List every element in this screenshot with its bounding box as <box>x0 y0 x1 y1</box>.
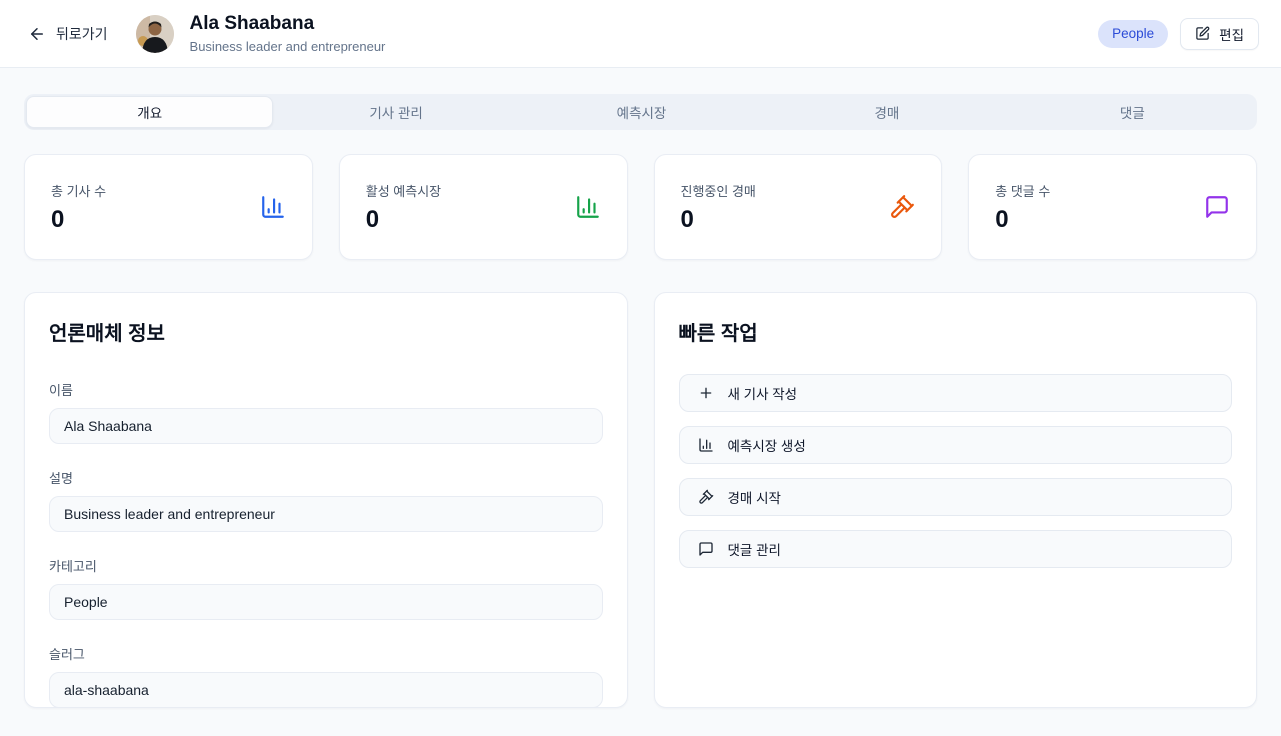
field-category: 카테고리 People <box>49 556 603 620</box>
quick-actions-card: 빠른 작업 새 기사 작성 예측시장 생성 <box>653 292 1257 708</box>
edit-button[interactable]: 편집 <box>1180 17 1259 50</box>
person-subtitle: Business leader and entrepreneur <box>189 39 386 55</box>
media-info-card: 언론매체 정보 이름 Ala Shaabana 설명 Business lead… <box>24 292 628 708</box>
tab-auctions[interactable]: 경매 <box>764 96 1009 128</box>
description-value: Business leader and entrepreneur <box>49 496 603 532</box>
media-info-title: 언론매체 정보 <box>49 323 165 345</box>
tab-overview[interactable]: 개요 <box>26 96 274 128</box>
media-info-fields: 이름 Ala Shaabana 설명 Business leader and e… <box>49 380 603 708</box>
stat-value: 0 <box>680 205 694 233</box>
quick-actions-title: 빠른 작업 <box>678 323 758 345</box>
manage-comments-button[interactable]: 댓글 관리 <box>678 530 1232 568</box>
message-square-icon <box>1204 194 1230 220</box>
identity-block: Ala Shaabana Business leader and entrepr… <box>190 13 386 55</box>
new-article-button[interactable]: 새 기사 작성 <box>678 374 1232 412</box>
slug-value: ala-shaabana <box>49 672 603 708</box>
stat-label: 총 댓글 수 <box>995 183 1051 199</box>
stat-text: 총 댓글 수 0 <box>995 181 1050 234</box>
field-label: 설명 <box>49 471 73 486</box>
field-slug: 슬러그 ala-shaabana <box>49 644 603 708</box>
tab-articles[interactable]: 기사 관리 <box>273 96 518 128</box>
create-market-button[interactable]: 예측시장 생성 <box>678 426 1232 464</box>
tab-bar: 개요 기사 관리 예측시장 경매 댓글 <box>24 94 1257 130</box>
stat-card-markets: 활성 예측시장 0 <box>338 154 628 260</box>
action-label: 예측시장 생성 <box>727 439 806 454</box>
message-square-icon <box>698 541 714 557</box>
page-header: 뒤로가기 Ala Shaabana Business leader and en… <box>0 0 1281 68</box>
name-value: Ala Shaabana <box>49 408 603 444</box>
detail-panels: 언론매체 정보 이름 Ala Shaabana 설명 Business lead… <box>24 292 1257 708</box>
chart-column-icon <box>698 437 714 453</box>
stat-card-comments: 총 댓글 수 0 <box>968 154 1257 260</box>
edit-label: 편집 <box>1219 27 1244 43</box>
arrow-left-icon <box>28 25 46 43</box>
stat-card-auctions: 진행중인 경매 0 <box>653 154 943 260</box>
tab-prediction-markets[interactable]: 예측시장 <box>519 96 764 128</box>
field-name: 이름 Ala Shaabana <box>49 380 603 444</box>
stat-text: 총 기사 수 0 <box>51 181 106 234</box>
back-label: 뒤로가기 <box>56 25 108 42</box>
gavel-icon <box>889 194 915 220</box>
category-badge: People <box>1098 19 1169 48</box>
field-label: 카테고리 <box>49 559 97 574</box>
stat-text: 진행중인 경매 0 <box>681 181 756 234</box>
category-value: People <box>49 584 603 620</box>
field-label: 슬러그 <box>49 647 85 662</box>
action-label: 댓글 관리 <box>727 543 781 558</box>
action-label: 새 기사 작성 <box>727 387 798 402</box>
stat-label: 총 기사 수 <box>51 183 107 199</box>
stat-value: 0 <box>365 205 380 233</box>
stat-value: 0 <box>995 205 1009 233</box>
chart-column-icon <box>260 194 286 220</box>
back-button[interactable]: 뒤로가기 <box>28 24 108 44</box>
plus-icon <box>698 385 714 401</box>
action-label: 경매 시작 <box>727 491 781 506</box>
page-title: Ala Shaabana <box>189 12 315 34</box>
tab-comments[interactable]: 댓글 <box>1010 96 1255 128</box>
stat-value: 0 <box>51 205 65 233</box>
start-auction-button[interactable]: 경매 시작 <box>678 478 1232 516</box>
stat-label: 진행중인 경매 <box>680 183 756 199</box>
quick-actions-list: 새 기사 작성 예측시장 생성 경매 시작 <box>678 374 1232 568</box>
square-pen-icon <box>1195 26 1210 41</box>
stat-label: 활성 예측시장 <box>365 183 442 199</box>
field-description: 설명 Business leader and entrepreneur <box>49 468 603 532</box>
chart-column-icon <box>575 194 601 220</box>
avatar <box>135 14 174 53</box>
main-content: 개요 기사 관리 예측시장 경매 댓글 총 기사 수 0 활성 예측시장 0 <box>0 68 1281 708</box>
stat-card-articles: 총 기사 수 0 <box>24 154 313 260</box>
stats-row: 총 기사 수 0 활성 예측시장 0 진행중인 경매 0 <box>24 154 1257 260</box>
field-label: 이름 <box>49 383 73 398</box>
gavel-icon <box>698 489 714 505</box>
stat-text: 활성 예측시장 0 <box>366 181 441 234</box>
